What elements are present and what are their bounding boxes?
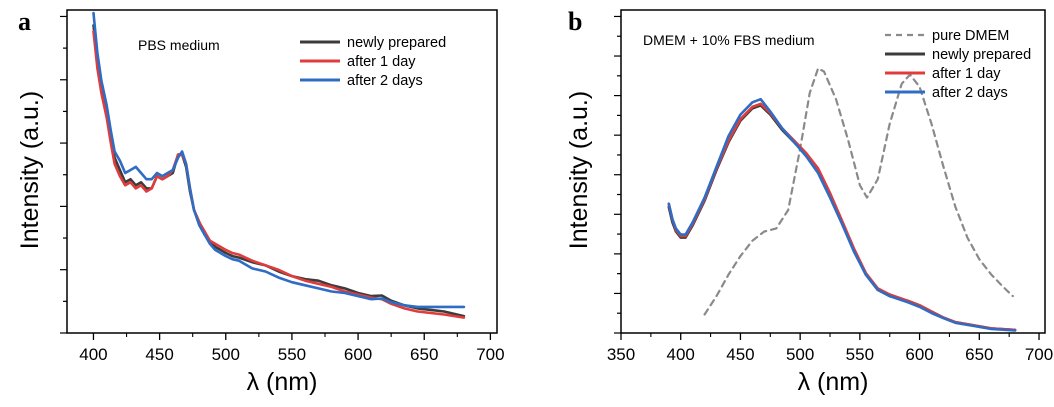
x-tick-label: 500 [786, 345, 814, 364]
legend-label: after 2 days [347, 73, 423, 89]
panel-a-x-axis-title: λ (nm) [247, 368, 318, 396]
series-line-after-2-days [92, 11, 466, 309]
legend-label: pure DMEM [932, 28, 1009, 44]
x-tick-label: 400 [79, 345, 107, 364]
panel-a-series [92, 11, 466, 319]
panel-b-y-axis-title: Intensity (a.u.) [565, 91, 593, 249]
legend-label: after 2 days [932, 85, 1008, 101]
panel-b-annotation: DMEM + 10% FBS medium [643, 32, 815, 48]
legend-label: after 1 day [347, 54, 416, 70]
x-tick-label: 350 [607, 345, 635, 364]
x-tick-label: 700 [1025, 345, 1053, 364]
panel-a-annotation: PBS medium [138, 37, 220, 53]
legend-label: after 1 day [932, 66, 1001, 82]
x-tick-label: 600 [344, 345, 372, 364]
series-line-after-1-day [92, 30, 466, 319]
x-tick-label: 700 [476, 345, 504, 364]
series-line-after-2-days [667, 97, 1017, 332]
x-tick-label: 400 [667, 345, 695, 364]
legend-label: newly prepared [932, 47, 1031, 63]
panel-b: b 350 400 450 500 550 600 650 700 DMEM + 10% FB… [565, 7, 1053, 396]
panel-b-x-axis-title: λ (nm) [798, 368, 869, 396]
panel-b-legend: pure DMEM newly prepared after 1 day after … [885, 28, 1031, 101]
x-tick-label: 450 [145, 345, 173, 364]
x-tick-label: 550 [846, 345, 874, 364]
x-tick-label: 650 [410, 345, 438, 364]
x-tick-label: 550 [278, 345, 306, 364]
x-tick-label: 650 [965, 345, 993, 364]
panel-a-plot-frame [66, 9, 498, 334]
x-tick-label: 450 [726, 345, 754, 364]
panel-b-plot-frame [620, 9, 1046, 334]
panel-a: a 400 450 500 550 600 650 700 PBS medium newly… [16, 7, 505, 396]
panel-a-letter: a [18, 7, 31, 36]
panel-b-series [667, 67, 1017, 332]
series-line-after-1-day [667, 102, 1017, 332]
x-tick-label: 600 [905, 345, 933, 364]
panel-a-ticks: 400 450 500 550 600 650 700 [60, 15, 505, 364]
legend-label: newly prepared [347, 35, 446, 51]
panel-b-ticks: 350 400 450 500 550 600 650 700 [607, 15, 1053, 364]
panel-a-y-axis-title: Intensity (a.u.) [16, 91, 44, 249]
panel-a-legend: newly prepared after 1 day after 2 days [300, 35, 446, 89]
panel-b-letter: b [568, 7, 582, 36]
x-tick-label: 500 [212, 345, 240, 364]
series-line-pure-dmem [703, 67, 1014, 316]
